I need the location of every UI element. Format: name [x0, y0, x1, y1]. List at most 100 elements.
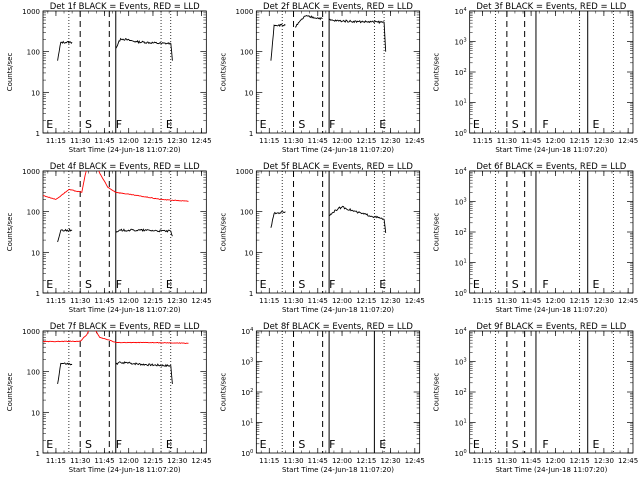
phase-marker-F: F	[329, 438, 335, 451]
x-axis-label: Start Time (24-Jun-18 11:07:20)	[282, 146, 394, 154]
y-tick-label: 100	[27, 369, 40, 377]
x-tick-label: 11:30	[497, 297, 517, 305]
x-tick-label: 12:45	[618, 457, 638, 465]
y-tick-label: 104	[455, 7, 467, 16]
x-tick-label: 11:15	[46, 297, 66, 305]
phase-marker-E: E	[593, 118, 600, 131]
x-tick-label: 12:15	[356, 137, 376, 145]
y-tick-label: 10	[31, 89, 40, 97]
x-tick-label: 11:15	[473, 297, 493, 305]
x-axis-label: Start Time (24-Jun-18 11:07:20)	[495, 466, 607, 474]
phase-marker-E: E	[166, 278, 173, 291]
phase-marker-E: E	[46, 118, 53, 131]
x-tick-label: 12:45	[618, 137, 638, 145]
y-tick-label: 104	[455, 327, 467, 336]
x-tick-label: 12:15	[143, 297, 163, 305]
y-tick-label: 101	[455, 419, 467, 428]
x-tick-label: 12:45	[191, 297, 211, 305]
x-tick-label: 11:30	[70, 137, 90, 145]
phase-marker-E: E	[379, 438, 386, 451]
x-tick-label: 11:15	[473, 137, 493, 145]
y-tick-label: 1000	[22, 168, 40, 176]
series-line-events	[57, 362, 73, 384]
chart-panel-1: Det 1f BLACK = Events, RED = LLD 1 10 100 10…	[6, 2, 212, 154]
x-tick-label: 11:15	[473, 457, 493, 465]
y-tick-label: 101	[241, 419, 253, 428]
phase-marker-E: E	[379, 278, 386, 291]
phase-marker-F: F	[116, 278, 122, 291]
phase-marker-E: E	[46, 278, 53, 291]
x-tick-label: 12:00	[119, 457, 139, 465]
phase-marker-E: E	[260, 438, 267, 451]
x-tick-label: 11:15	[259, 137, 279, 145]
x-axis-label: Start Time (24-Jun-18 11:07:20)	[282, 466, 394, 474]
x-tick-label: 11:15	[46, 137, 66, 145]
y-tick-label: 100	[27, 209, 40, 217]
y-tick-label: 100	[240, 209, 253, 217]
x-tick-label: 12:45	[405, 297, 425, 305]
y-tick-label: 1	[249, 130, 253, 138]
x-tick-label: 12:30	[167, 457, 187, 465]
x-tick-label: 12:30	[594, 297, 614, 305]
x-axis-label: Start Time (24-Jun-18 11:07:20)	[495, 146, 607, 154]
phase-marker-F: F	[116, 118, 122, 131]
chart-panel-8: Det 8f BLACK = Events, RED = LLD 100 101 10…	[219, 322, 425, 474]
phase-marker-S: S	[512, 438, 519, 451]
y-tick-label: 10	[244, 89, 253, 97]
y-axis-label: Counts/sec	[6, 213, 14, 252]
phase-marker-E: E	[260, 278, 267, 291]
chart-title: Det 2f BLACK = Events, RED = LLD	[263, 2, 413, 12]
y-axis-label: Counts/sec	[6, 53, 14, 92]
chart-title: Det 6f BLACK = Events, RED = LLD	[476, 162, 626, 172]
x-tick-label: 11:30	[70, 457, 90, 465]
x-tick-label: 11:15	[46, 457, 66, 465]
y-tick-label: 1	[36, 130, 40, 138]
y-tick-label: 100	[27, 49, 40, 57]
x-tick-label: 11:45	[521, 297, 541, 305]
plot-frame	[255, 330, 421, 454]
y-tick-label: 1	[249, 290, 253, 298]
phase-marker-S: S	[298, 438, 305, 451]
plot-frame	[42, 330, 207, 454]
x-tick-label: 12:30	[380, 297, 400, 305]
y-tick-label: 100	[240, 49, 253, 57]
x-tick-label: 11:45	[308, 457, 328, 465]
plot-frame	[469, 10, 634, 134]
x-tick-label: 11:30	[283, 137, 303, 145]
x-tick-label: 12:45	[191, 137, 211, 145]
x-tick-label: 12:30	[167, 297, 187, 305]
y-axis-label: Counts/sec	[433, 213, 441, 252]
x-tick-label: 11:45	[94, 137, 114, 145]
y-tick-label: 1	[36, 290, 40, 298]
phase-marker-S: S	[298, 278, 305, 291]
x-tick-label: 11:30	[283, 457, 303, 465]
x-tick-label: 11:45	[94, 457, 114, 465]
y-tick-label: 103	[455, 198, 467, 207]
x-tick-label: 12:45	[191, 457, 211, 465]
y-axis-label: Counts/sec	[433, 373, 441, 412]
phase-marker-E: E	[379, 118, 386, 131]
x-tick-label: 12:30	[380, 137, 400, 145]
x-tick-label: 12:45	[405, 137, 425, 145]
x-axis-label: Start Time (24-Jun-18 11:07:20)	[282, 306, 394, 314]
phase-marker-S: S	[512, 118, 519, 131]
y-axis-label: Counts/sec	[433, 53, 441, 92]
y-axis-label: Counts/sec	[219, 373, 227, 412]
plot-frame	[255, 170, 421, 294]
chart-panel-9: Det 9f BLACK = Events, RED = LLD 100 101 10…	[433, 322, 639, 474]
y-tick-label: 1	[36, 450, 40, 458]
series-line-lld	[43, 331, 189, 344]
x-tick-label: 12:45	[405, 457, 425, 465]
x-tick-label: 12:45	[618, 297, 638, 305]
series-line-events	[115, 228, 173, 237]
x-tick-label: 12:30	[594, 137, 614, 145]
x-tick-label: 12:30	[380, 457, 400, 465]
x-tick-label: 12:00	[332, 297, 352, 305]
series-line-events	[294, 14, 323, 28]
y-tick-label: 103	[455, 358, 467, 367]
x-tick-label: 11:30	[497, 137, 517, 145]
phase-marker-E: E	[166, 438, 173, 451]
phase-marker-S: S	[85, 438, 92, 451]
phase-marker-S: S	[85, 278, 92, 291]
